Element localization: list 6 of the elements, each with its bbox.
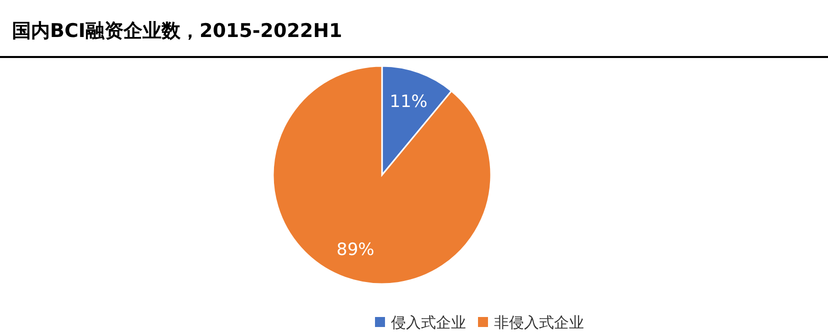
chart-title: 国内BCI融资企业数，2015-2022H1 <box>12 20 342 42</box>
pie-slice <box>272 65 492 285</box>
legend-label: 非侵入式企业 <box>494 314 584 332</box>
data-label: 89% <box>336 240 374 260</box>
legend-label: 侵入式企业 <box>391 314 466 332</box>
data-label: 11% <box>390 92 428 112</box>
